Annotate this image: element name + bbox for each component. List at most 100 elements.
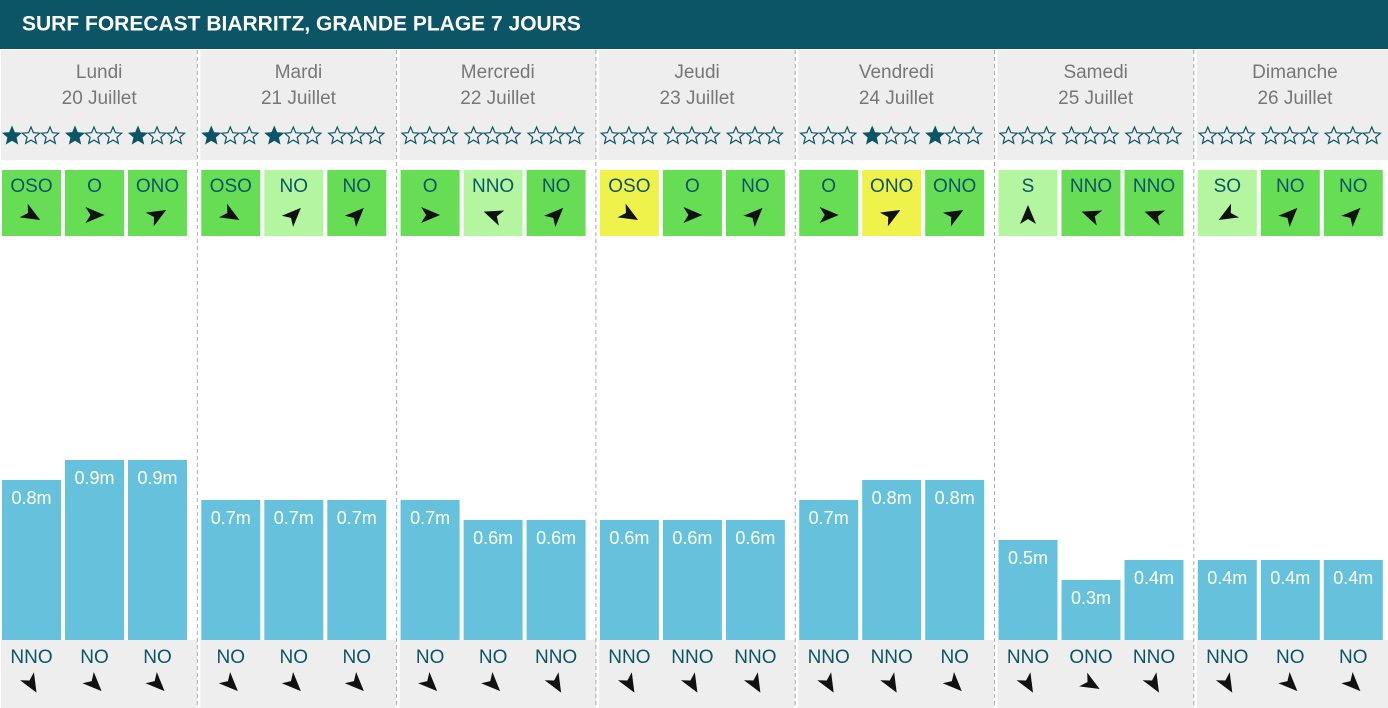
swell-direction: NNO: [1007, 647, 1049, 668]
star-rating: [1260, 125, 1319, 145]
swell-arrow: [481, 671, 501, 692]
wind-box: [1061, 170, 1121, 236]
star-rating: [400, 125, 459, 145]
swell-arrow: [617, 672, 635, 693]
day-name: Samedi: [1063, 62, 1127, 83]
star: [545, 125, 566, 145]
wind-arrow: [879, 210, 901, 227]
wind-arrow: [743, 207, 763, 228]
wave-bar: [925, 480, 985, 640]
wind-box: [128, 170, 187, 236]
swell-arrow: [1079, 672, 1100, 689]
wave-bar: [998, 540, 1058, 640]
star-rating: [1323, 125, 1382, 145]
wind-direction: OSO: [210, 176, 252, 197]
star: [1124, 125, 1145, 145]
wind-direction: ONO: [933, 176, 976, 197]
wind-arrow: [1218, 203, 1240, 220]
wind-arrow: [1341, 207, 1361, 228]
day-date: 22 Juillet: [460, 88, 536, 109]
star-rating: [1061, 125, 1120, 145]
star-rating: [526, 125, 585, 145]
swell-direction: NNO: [1206, 647, 1248, 668]
star: [346, 125, 367, 145]
day-name: Jeudi: [674, 62, 719, 83]
wind-direction: NO: [741, 176, 770, 197]
star: [239, 125, 260, 145]
wind-direction: ONO: [870, 176, 913, 197]
star: [862, 125, 883, 145]
swell-direction: NO: [1339, 647, 1368, 668]
swell-arrow: [218, 671, 238, 692]
star: [681, 125, 702, 145]
wave-bar: [599, 520, 659, 640]
day-name: Mercredi: [461, 62, 535, 83]
star-rating: [862, 125, 921, 145]
wave-label: 0.7m: [410, 508, 450, 528]
wind-direction: O: [423, 176, 438, 197]
star: [39, 125, 61, 145]
wave-label: 0.6m: [473, 528, 513, 548]
wave-label: 0.9m: [137, 468, 177, 488]
star-rating: [1124, 125, 1183, 145]
star: [1342, 125, 1363, 145]
star: [1036, 125, 1057, 145]
wave-bar: [1323, 560, 1383, 640]
star: [637, 125, 658, 145]
swell-arrow: [281, 671, 301, 692]
wave-label: 0.8m: [872, 488, 912, 508]
star: [900, 125, 921, 145]
star: [700, 125, 721, 145]
wave-bar: [1124, 560, 1184, 640]
swell-direction: NO: [80, 647, 109, 668]
star-rating: [599, 125, 658, 145]
star: [201, 125, 222, 145]
star: [944, 125, 965, 145]
wind-direction: OSO: [10, 176, 52, 197]
wind-direction: OSO: [608, 176, 650, 197]
star: [1216, 125, 1237, 145]
star-rating: [127, 125, 187, 145]
swell-direction: NNO: [734, 647, 776, 668]
swell-direction: NO: [1276, 647, 1305, 668]
wind-arrow: [617, 203, 639, 220]
star: [662, 125, 683, 145]
star: [1143, 125, 1164, 145]
swell-arrow: [344, 671, 364, 692]
day-name: Mardi: [275, 62, 323, 83]
swell-arrow: [680, 672, 698, 693]
star-rating: [64, 125, 124, 145]
wind-arrow: [421, 207, 441, 223]
star: [264, 125, 285, 145]
star: [220, 125, 241, 145]
title: SURF FORECAST BIARRITZ, GRANDE PLAGE 7 J…: [22, 13, 581, 36]
wave-bar: [662, 520, 722, 640]
star-rating: [925, 125, 984, 145]
swell-direction: NNO: [871, 647, 913, 668]
wind-direction: NO: [1339, 176, 1368, 197]
wave-bar: [2, 480, 61, 640]
star: [501, 125, 522, 145]
wind-box: [662, 170, 722, 236]
star: [302, 125, 323, 145]
wind-direction: SO: [1214, 176, 1241, 197]
star: [1197, 125, 1218, 145]
star: [1080, 125, 1101, 145]
wave-label: 0.4m: [1207, 568, 1247, 588]
swell-arrow: [418, 671, 438, 692]
swell-arrow: [880, 672, 897, 693]
wind-direction: S: [1022, 176, 1035, 197]
star: [102, 125, 124, 145]
star-rating: [264, 125, 323, 145]
star-rating: [463, 125, 522, 145]
wind-arrow: [145, 210, 167, 227]
star: [482, 125, 503, 145]
wave-bar: [526, 520, 586, 640]
star: [1, 125, 23, 145]
star-rating: [327, 125, 386, 145]
wind-direction: O: [87, 176, 102, 197]
day-date: 26 Juillet: [1257, 88, 1333, 109]
swell-direction: NNO: [671, 647, 713, 668]
swell-arrow: [1278, 671, 1298, 692]
swell-arrow: [743, 672, 761, 693]
